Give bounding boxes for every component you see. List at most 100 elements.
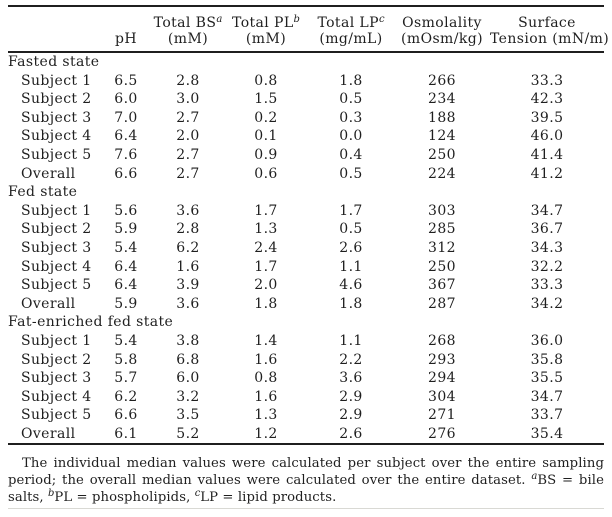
cell-total-lp: 0.4 (339, 146, 363, 163)
table-row: Subject 5 6.6 3.5 1.3 2.9 271 33.7 (8, 406, 604, 425)
cell-surface-tension: 33.3 (530, 277, 564, 294)
col-header-unit: Tension (mN/m) (490, 31, 610, 47)
cell-total-lp: 1.8 (339, 72, 363, 89)
cell-ph: 6.4 (114, 277, 138, 294)
cell-total-lp: 2.9 (339, 388, 363, 405)
col-header-total-lp: Total LPc (mg/mL) (308, 6, 394, 53)
cell-surface-tension: 32.2 (530, 258, 564, 275)
cell-ph: 5.6 (114, 202, 138, 219)
table-header: pH Total BSa (mM) Total PLb (mM) Total LPc (mg… (8, 6, 610, 53)
cell-osmolality: 312 (428, 239, 456, 256)
cell-total-lp: 0.5 (339, 221, 363, 238)
cell-surface-tension: 46.0 (530, 128, 564, 145)
cell-surface-tension: 33.3 (530, 72, 564, 89)
col-header-surface-tension: Surface Tension (mN/m) (490, 6, 610, 53)
cell-total-pl: 1.6 (254, 388, 278, 405)
col-header-title: Total BSa (153, 14, 223, 32)
cell-total-bs: 2.7 (176, 165, 200, 182)
cell-total-lp: 0.5 (339, 165, 363, 182)
row-label: Subject 2 (21, 351, 92, 368)
cell-ph: 5.9 (114, 221, 138, 238)
cell-total-bs: 6.8 (176, 351, 200, 368)
col-header-total-pl: Total PLb (mM) (224, 6, 308, 53)
row-label: Subject 5 (21, 146, 92, 163)
cell-total-pl: 1.5 (254, 91, 278, 108)
cell-total-lp: 3.6 (339, 370, 363, 387)
cell-total-lp: 1.8 (339, 295, 363, 312)
group-header-row: Fat-enriched fed state (8, 313, 604, 332)
cell-ph: 5.9 (114, 295, 138, 312)
cell-total-bs: 3.2 (176, 388, 200, 405)
row-label: Overall (21, 165, 76, 182)
cell-osmolality: 285 (428, 221, 456, 238)
row-label: Subject 2 (21, 91, 92, 108)
cell-osmolality: 266 (428, 72, 456, 89)
cell-total-lp: 0.3 (339, 109, 363, 126)
cell-surface-tension: 36.7 (530, 221, 564, 238)
cell-surface-tension: 41.2 (530, 165, 564, 182)
cell-osmolality: 250 (428, 146, 456, 163)
row-label: Subject 1 (21, 332, 92, 349)
cell-ph: 7.0 (114, 109, 138, 126)
cell-total-pl: 1.7 (254, 202, 278, 219)
cell-total-lp: 0.5 (339, 91, 363, 108)
row-label: Subject 5 (21, 277, 92, 294)
cell-ph: 6.5 (114, 72, 138, 89)
row-label: Subject 5 (21, 407, 92, 424)
cell-total-bs: 1.6 (176, 258, 200, 275)
table-row: Subject 3 5.4 6.2 2.4 2.6 312 34.3 (8, 239, 604, 258)
cell-ph: 5.7 (114, 370, 138, 387)
cell-ph: 6.4 (114, 128, 138, 145)
cell-surface-tension: 34.3 (530, 239, 564, 256)
cell-surface-tension: 34.7 (530, 388, 564, 405)
row-label: Overall (21, 295, 76, 312)
cell-surface-tension: 41.4 (530, 146, 564, 163)
cell-ph: 7.6 (114, 146, 138, 163)
cell-total-pl: 1.3 (254, 407, 278, 424)
cell-surface-tension: 33.7 (530, 407, 564, 424)
table-row: Subject 1 5.6 3.6 1.7 1.7 303 34.7 (8, 202, 604, 221)
group-header-row: Fasted state (8, 52, 604, 72)
col-header-unit: (mg/mL) (319, 31, 383, 47)
col-header-title: Total PLb (232, 14, 300, 32)
cell-total-lp: 2.6 (339, 239, 363, 256)
cell-total-bs: 2.7 (176, 146, 200, 163)
cell-surface-tension: 35.4 (530, 425, 564, 442)
cell-total-bs: 6.2 (176, 239, 200, 256)
footnote-superscript: b (48, 488, 55, 500)
cell-total-bs: 2.7 (176, 109, 200, 126)
cell-ph: 6.6 (114, 407, 138, 424)
cell-total-bs: 2.8 (176, 72, 200, 89)
row-label: Subject 4 (21, 128, 92, 145)
table-row: Subject 2 5.8 6.8 1.6 2.2 293 35.8 (8, 351, 604, 370)
header-superscript: b (293, 14, 300, 25)
cell-osmolality: 268 (428, 332, 456, 349)
cell-osmolality: 294 (428, 370, 456, 387)
table-footnote: The individual median values were calcul… (8, 456, 604, 506)
cell-total-bs: 3.8 (176, 332, 200, 349)
col-header-unit: (mM) (167, 31, 209, 47)
cell-total-pl: 0.6 (254, 165, 278, 182)
table-row: Subject 5 7.6 2.7 0.9 0.4 250 41.4 (8, 146, 604, 165)
row-label: Subject 4 (21, 258, 92, 275)
cell-osmolality: 276 (428, 425, 456, 442)
table-row: Overall 6.6 2.7 0.6 0.5 224 41.2 (8, 165, 604, 184)
cell-total-pl: 1.6 (254, 351, 278, 368)
group-label: Fed state (8, 184, 78, 201)
header-superscript: a (216, 14, 223, 25)
cell-total-lp: 2.6 (339, 425, 363, 442)
row-label: Subject 2 (21, 221, 92, 238)
cell-total-bs: 2.0 (176, 128, 200, 145)
cell-ph: 5.4 (114, 239, 138, 256)
col-header-osmolality: Osmolality (mOsm/kg) (394, 6, 490, 53)
cell-ph: 6.2 (114, 388, 138, 405)
cell-total-lp: 2.2 (339, 351, 363, 368)
cell-osmolality: 287 (428, 295, 456, 312)
table-row: Subject 5 6.4 3.9 2.0 4.6 367 33.3 (8, 276, 604, 295)
table-row: Subject 1 6.5 2.8 0.8 1.8 266 33.3 (8, 72, 604, 91)
cell-surface-tension: 39.5 (530, 109, 564, 126)
cell-total-lp: 1.1 (339, 258, 363, 275)
cell-surface-tension: 35.5 (530, 370, 564, 387)
cell-ph: 6.4 (114, 258, 138, 275)
cell-osmolality: 124 (428, 128, 456, 145)
